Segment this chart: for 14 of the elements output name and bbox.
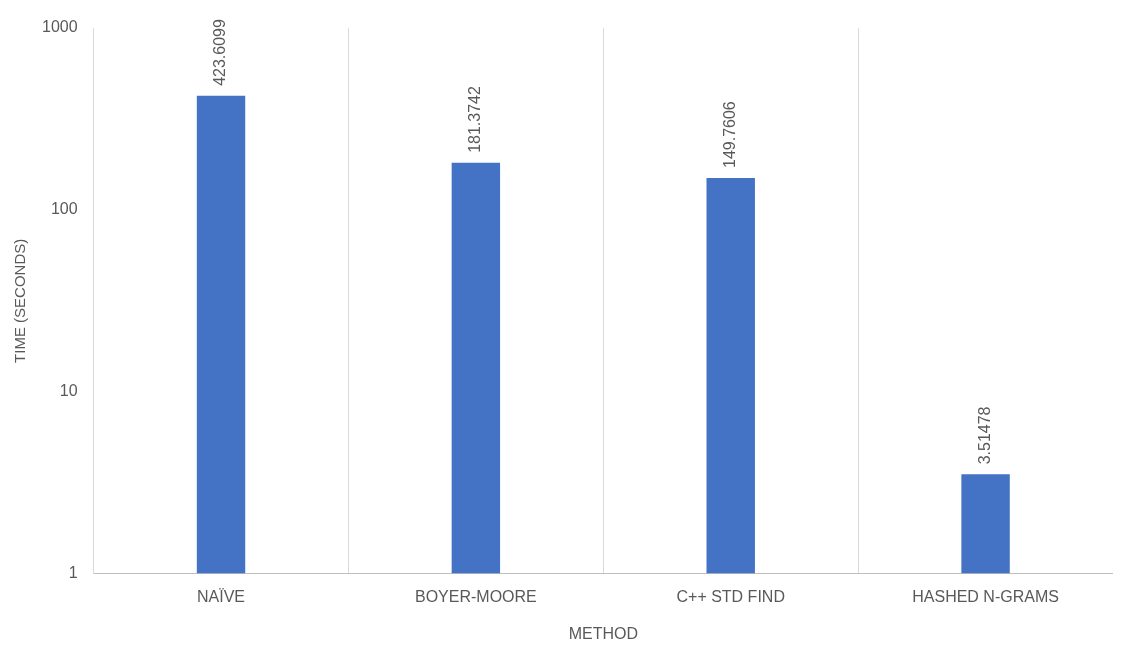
data-label: 181.3742 <box>466 86 484 153</box>
y-tick-label: 100 <box>50 200 78 218</box>
data-label: 423.6099 <box>211 19 229 86</box>
data-label: 149.7606 <box>721 101 739 168</box>
y-axis-title: TIME (SECONDS) <box>11 238 29 363</box>
x-axis-title: METHOD <box>568 624 638 642</box>
x-tick-label: BOYER-MOORE <box>414 587 537 605</box>
y-tick-label: 1 <box>68 564 78 582</box>
x-tick-label: HASHED N-GRAMS <box>912 587 1059 605</box>
x-tick-label: NAÏVE <box>197 587 246 605</box>
x-tick-label: C++ STD FIND <box>676 587 785 605</box>
y-tick-label: 10 <box>59 382 78 400</box>
data-label: 3.51478 <box>975 406 993 465</box>
y-tick-label: 1000 <box>42 18 78 36</box>
